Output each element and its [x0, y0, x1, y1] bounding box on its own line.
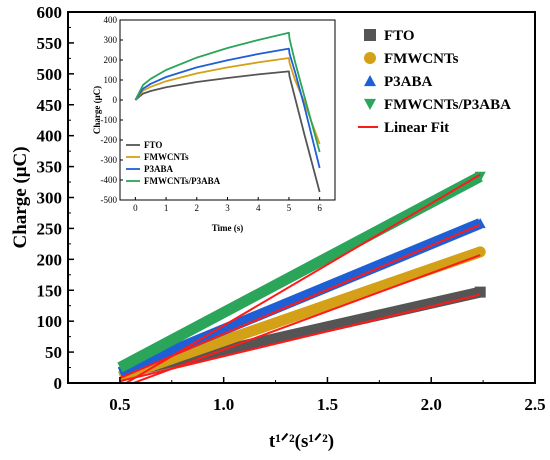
- legend-marker-1: [364, 29, 376, 41]
- inset-y-tick-label: -500: [101, 195, 118, 205]
- y-tick-label: 150: [37, 281, 63, 300]
- y-tick-label: 0: [54, 374, 63, 393]
- legend-label-1: FTO: [384, 28, 415, 44]
- series-1-end-marker: [474, 286, 486, 298]
- inset-series-1-line: [134, 70, 321, 193]
- x-tick-label: 2.0: [421, 395, 442, 414]
- legend-marker-3: [364, 75, 376, 87]
- inset-x-tick-label: 1: [164, 203, 169, 213]
- inset-y-tick-label: -400: [101, 175, 118, 185]
- inset-y-tick-label: -200: [101, 135, 118, 145]
- series-3-data: [117, 218, 483, 378]
- y-tick-label: 350: [37, 158, 63, 177]
- y-tick-label: 200: [37, 250, 63, 269]
- inset-y-axis-title: Charge (μC): [92, 86, 102, 134]
- inset-legend-label-2: FMWCNTs: [144, 152, 189, 162]
- legend-marker-2: [364, 52, 376, 64]
- inset-y-tick-label: 100: [104, 75, 118, 85]
- inset-axes-frame: [119, 19, 336, 201]
- inset-series-3-line: [134, 47, 321, 169]
- legend-marker-4: [364, 98, 376, 110]
- x-tick-label: 2.5: [524, 395, 545, 414]
- inset-y-tick-label: -300: [101, 155, 118, 165]
- series-2-end-marker: [474, 246, 486, 258]
- inset-y-tick-label: 0: [113, 95, 118, 105]
- inset-legend-label-4: FMWCNTs/P3ABA: [144, 176, 221, 186]
- fit-line-2: [130, 254, 481, 383]
- inset-y-tick-label: -100: [101, 115, 118, 125]
- inset-legend-label-1: FTO: [144, 140, 162, 150]
- inset-legend-label-3: P3ABA: [144, 164, 174, 174]
- y-tick-label: 500: [37, 65, 63, 84]
- inset-x-tick-label: 2: [195, 203, 200, 213]
- legend-fit-label: Linear Fit: [384, 120, 449, 136]
- y-tick-label: 250: [37, 219, 63, 238]
- y-tick-label: 450: [37, 96, 63, 115]
- inset-x-tick-label: 6: [317, 203, 322, 213]
- inset-series-2-line: [134, 57, 321, 145]
- x-axis-title: t¹ᐟ²(s¹ᐟ²): [269, 431, 334, 452]
- y-tick-label: 400: [37, 127, 63, 146]
- series-4-end-marker: [474, 171, 486, 182]
- inset-x-tick-label: 3: [225, 203, 230, 213]
- x-tick-label: 1.5: [317, 395, 338, 414]
- y-tick-label: 600: [37, 3, 63, 22]
- inset-y-tick-label: 400: [104, 15, 118, 25]
- inset-x-tick-label: 5: [287, 203, 292, 213]
- inset-x-tick-label: 0: [133, 203, 138, 213]
- y-tick-label: 100: [37, 312, 63, 331]
- x-tick-label: 1.0: [213, 395, 234, 414]
- y-tick-label: 550: [37, 34, 63, 53]
- inset-plot: -500 -400 -300 -200 -100 0 100 200 300 400 0 1 2 3 4 5 6…: [92, 15, 336, 233]
- inset-series-4-line: [134, 31, 321, 153]
- legend-label-2: FMWCNTs: [384, 51, 459, 67]
- inset-y-tick-label: 200: [104, 55, 118, 65]
- inset-y-tick-label: 300: [104, 35, 118, 45]
- y-tick-label: 50: [45, 343, 62, 362]
- x-tick-label: 0.5: [109, 395, 130, 414]
- y-tick-label: 300: [37, 189, 63, 208]
- legend-label-4: FMWCNTs/P3ABA: [384, 97, 511, 113]
- series-4-data: [117, 171, 483, 373]
- series-2-data: [118, 246, 483, 383]
- y-axis-title: Charge (μC): [10, 146, 31, 248]
- inset-x-tick-label: 4: [256, 203, 261, 213]
- fit-line-4: [124, 173, 481, 383]
- inset-x-axis-title: Time (s): [212, 223, 244, 233]
- legend-label-3: P3ABA: [384, 74, 433, 90]
